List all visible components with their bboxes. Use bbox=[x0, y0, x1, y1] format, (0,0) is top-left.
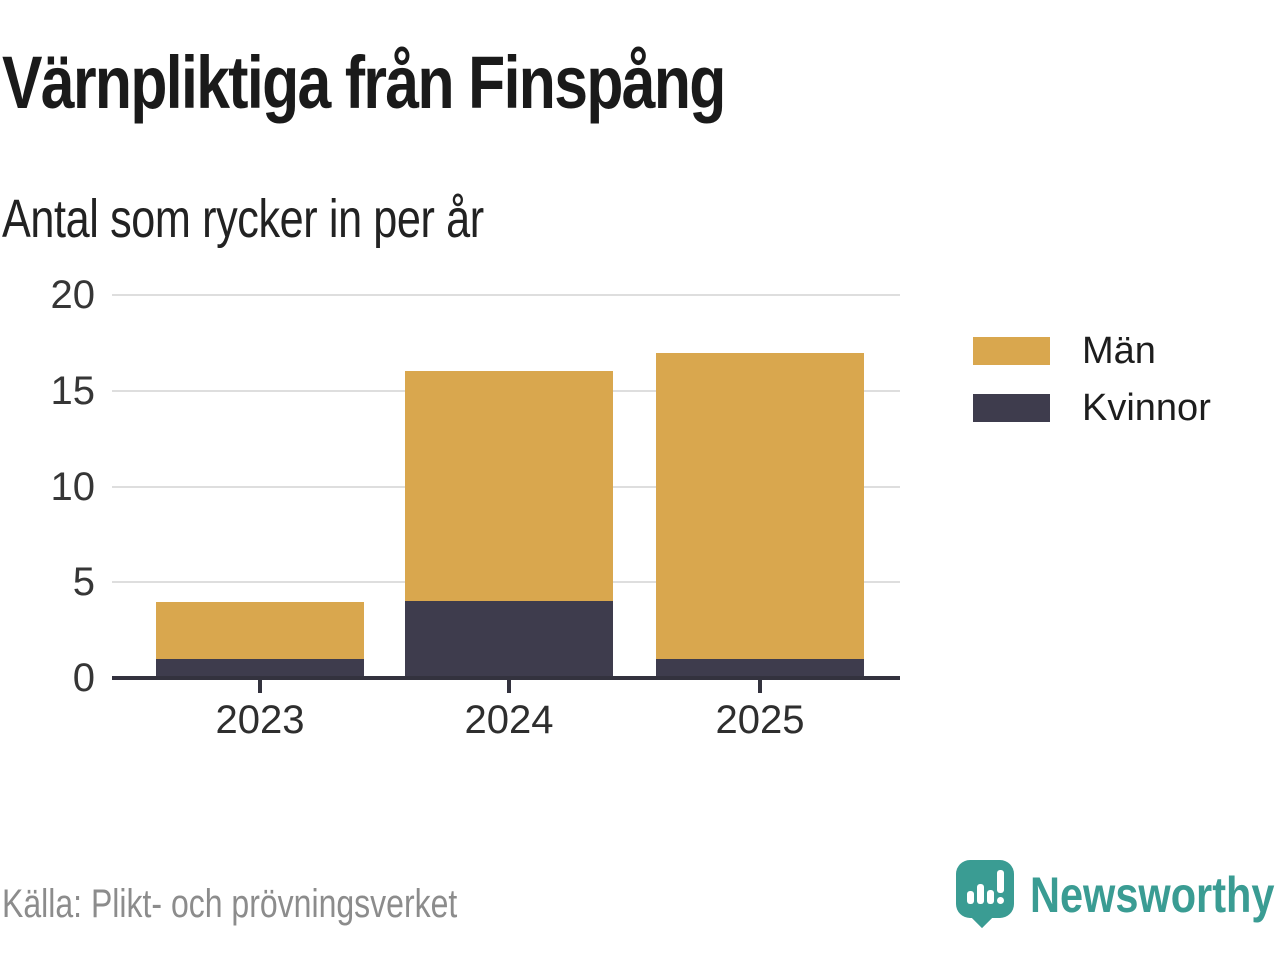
logo-exclamation-icon bbox=[997, 870, 1004, 893]
brand-wordmark: Newsworthy bbox=[1030, 867, 1275, 923]
source-text: Källa: Plikt- och prövningsverket bbox=[2, 882, 458, 926]
legend-swatch-women bbox=[973, 394, 1050, 422]
y-axis-tick-label: 15 bbox=[50, 368, 96, 413]
logo-exclamation-dot-icon bbox=[997, 897, 1004, 904]
logo-chart-bar-icon bbox=[987, 890, 994, 904]
bar-segment-men-2024 bbox=[405, 371, 613, 601]
x-axis-tick-2024 bbox=[507, 680, 511, 693]
page-title: Värnpliktiga från Finspång bbox=[2, 41, 726, 124]
x-axis-tick-2025 bbox=[758, 680, 762, 693]
x-axis-tick-label-2025: 2025 bbox=[715, 698, 805, 742]
legend-label-women: Kvinnor bbox=[1082, 387, 1211, 429]
legend-swatch-men bbox=[973, 337, 1050, 365]
speech-bubble-icon bbox=[956, 860, 1014, 918]
page-subtitle: Antal som rycker in per år bbox=[2, 189, 484, 249]
y-axis-tick-label: 0 bbox=[72, 656, 95, 700]
legend-item-women: Kvinnor bbox=[973, 387, 1211, 429]
legend: Män Kvinnor bbox=[973, 330, 1211, 451]
newsworthy-logo: Newsworthy bbox=[956, 860, 1276, 940]
bar-segment-women-2024 bbox=[405, 601, 613, 678]
x-axis-line bbox=[112, 676, 900, 680]
y-axis-tick-label: 10 bbox=[50, 464, 96, 509]
legend-label-men: Män bbox=[1082, 330, 1156, 372]
bar-segment-women-2023 bbox=[156, 659, 364, 678]
logo-chart-bar-icon bbox=[967, 891, 974, 904]
x-axis-tick-label-2024: 2024 bbox=[464, 698, 554, 742]
bar-segment-men-2025 bbox=[656, 353, 864, 659]
legend-item-men: Män bbox=[973, 330, 1211, 372]
y-axis-tick-label: 20 bbox=[50, 273, 96, 317]
bar-segment-women-2025 bbox=[656, 659, 864, 678]
x-axis-tick-2023 bbox=[258, 680, 262, 693]
logo-chart-bar-icon bbox=[977, 884, 984, 904]
y-axis-tick-label: 5 bbox=[72, 560, 95, 605]
bar-segment-men-2023 bbox=[156, 602, 364, 659]
x-axis-tick-label-2023: 2023 bbox=[215, 698, 305, 742]
gridline-y20 bbox=[112, 294, 900, 296]
